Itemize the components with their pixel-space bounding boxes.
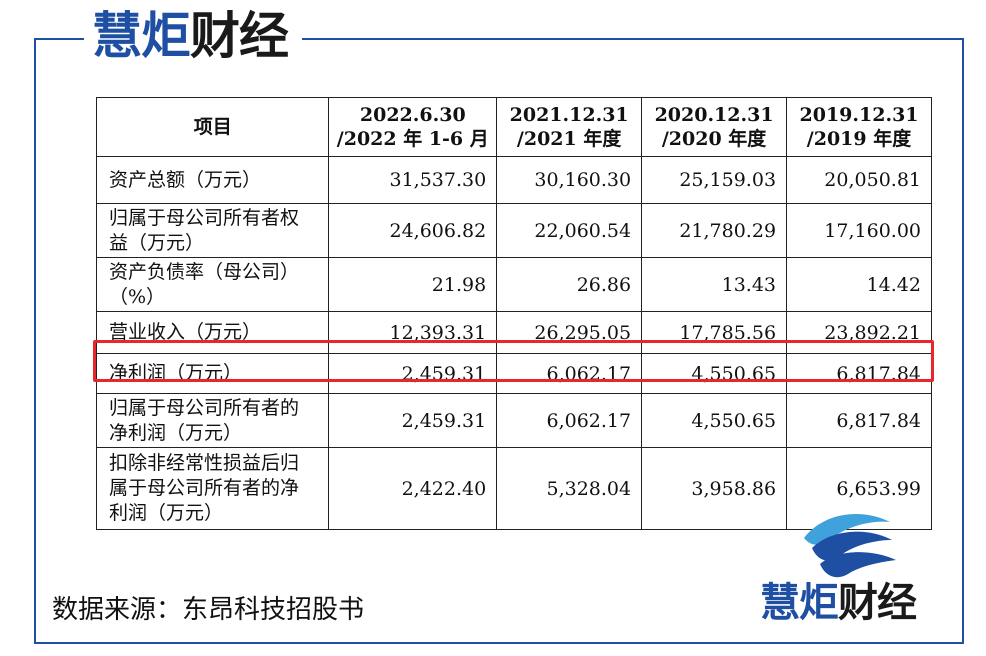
content-frame (34, 38, 964, 644)
table-cell: 3,958.86 (641, 447, 788, 530)
table-cell: 6,062.17 (496, 393, 643, 448)
table-row: 归属于母公司所有者的 净利润（万元） 2,459.31 6,062.17 4,55… (95, 393, 932, 448)
table-cell: 25,159.03 (641, 156, 788, 204)
header-2019: 2019.12.31/2019 年度 (786, 97, 932, 157)
source-note: 数据来源：东昂科技招股书 (52, 595, 365, 625)
row-label: 资产总额（万元） (95, 156, 330, 204)
header-2020: 2020.12.31/2020 年度 (641, 97, 788, 157)
header-2021: 2021.12.31/2021 年度 (496, 97, 643, 157)
net-profit-highlight-box (93, 340, 934, 382)
table-header-row: 项目 2022.6.30/2022 年 1-6 月 2021.12.31/202… (95, 97, 932, 157)
table-row: 营业收入（万元） 12,393.31 26,295.05 17,785.56 2… (95, 311, 932, 354)
table-cell: 24,606.82 (328, 203, 498, 258)
brand-part1: 慧炬 (760, 580, 839, 626)
table-cell: 31,537.30 (328, 156, 498, 204)
table-row: 资产总额（万元） 31,537.30 30,160.30 25,159.03 2… (95, 156, 932, 204)
table-cell: 17,160.00 (786, 203, 932, 258)
table-cell: 2,422.40 (328, 447, 498, 530)
table-cell: 4,550.65 (641, 353, 788, 394)
table-cell: 5,328.04 (496, 447, 643, 530)
table-cell: 2,459.31 (328, 393, 498, 448)
table-cell: 26.86 (496, 257, 643, 312)
table-cell: 20,050.81 (786, 156, 932, 204)
table-row-highlighted: 净利润（万元） 2,459.31 6,062.17 4,550.65 6,817… (95, 353, 932, 394)
table-cell: 22,060.54 (496, 203, 643, 258)
table-cell: 13.43 (641, 257, 788, 312)
brand-logo-top: 慧炬财经 (84, 6, 302, 66)
table-row: 归属于母公司所有者权 益（万元） 24,606.82 22,060.54 21,7… (95, 203, 932, 258)
brand-part2: 财经 (190, 7, 289, 65)
brand-part1: 慧炬 (92, 7, 191, 65)
table-cell: 14.42 (786, 257, 932, 312)
row-label: 资产负债率（母公司） （%） (95, 257, 330, 312)
table-cell: 12,393.31 (328, 311, 498, 354)
brand-part2: 财经 (838, 580, 917, 626)
table-cell: 17,785.56 (641, 311, 788, 354)
row-label: 归属于母公司所有者权 益（万元） (95, 203, 330, 258)
table-cell: 21.98 (328, 257, 498, 312)
brand-logo-bottom: 慧炬财经 (760, 578, 917, 628)
header-item: 项目 (95, 97, 330, 157)
table-cell: 4,550.65 (641, 393, 788, 448)
header-2022h1: 2022.6.30/2022 年 1-6 月 (328, 97, 498, 157)
row-label: 扣除非经常性损益后归 属于母公司所有者的净 利润（万元） (95, 447, 330, 530)
table-row: 资产负债率（母公司） （%） 21.98 26.86 13.43 14.42 (95, 257, 932, 312)
row-label: 归属于母公司所有者的 净利润（万元） (95, 393, 330, 448)
table-cell: 6,062.17 (496, 353, 643, 394)
table-cell: 30,160.30 (496, 156, 643, 204)
financial-table: 项目 2022.6.30/2022 年 1-6 月 2021.12.31/202… (95, 97, 932, 530)
wave-logo-icon (804, 514, 896, 578)
table-cell: 6,817.84 (786, 393, 932, 448)
table-cell: 21,780.29 (641, 203, 788, 258)
row-label: 净利润（万元） (95, 353, 330, 394)
